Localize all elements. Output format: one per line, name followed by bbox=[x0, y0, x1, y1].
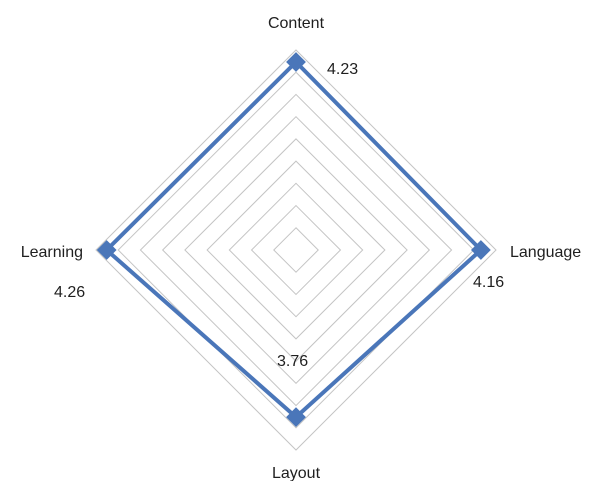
data-label-language: 4.16 bbox=[473, 274, 504, 291]
category-label-layout: Layout bbox=[272, 465, 321, 481]
data-label-layout: 3.76 bbox=[277, 353, 308, 370]
data-label-content: 4.23 bbox=[327, 61, 358, 78]
grid-ring-9 bbox=[95, 49, 497, 451]
grid-ring-3 bbox=[228, 182, 364, 318]
data-point-language bbox=[470, 240, 491, 260]
grid-ring-4 bbox=[206, 160, 386, 340]
category-label-language: Language bbox=[510, 244, 581, 261]
grid-ring-1 bbox=[273, 227, 319, 273]
grid-ring-2 bbox=[250, 204, 342, 296]
radar-series bbox=[96, 52, 491, 428]
grid-ring-6 bbox=[161, 115, 431, 385]
grid-ring-8 bbox=[117, 71, 475, 429]
grid-ring-5 bbox=[184, 138, 408, 362]
grid-ring-7 bbox=[139, 93, 453, 407]
data-point-layout bbox=[286, 407, 306, 428]
category-label-content: Content bbox=[268, 15, 325, 32]
data-point-content bbox=[286, 52, 306, 72]
category-label-learning: Learning bbox=[21, 244, 83, 261]
data-point-learning bbox=[96, 240, 117, 260]
data-label-learning: 4.26 bbox=[54, 284, 85, 301]
radar-grid bbox=[95, 49, 497, 451]
